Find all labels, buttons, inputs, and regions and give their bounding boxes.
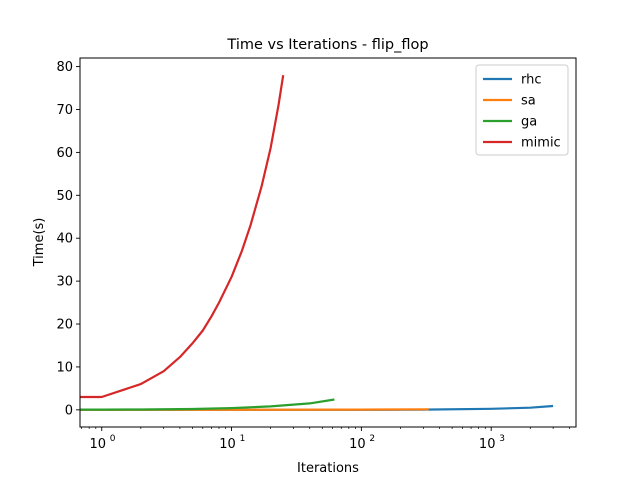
- x-tick-label: 10: [479, 437, 496, 452]
- legend-label-ga: ga: [521, 115, 537, 130]
- x-tick-exponent: 1: [240, 434, 246, 444]
- y-tick-label: 50: [56, 189, 73, 204]
- x-tick-label: 10: [349, 437, 366, 452]
- y-tick-label: 10: [56, 360, 73, 375]
- y-tick-label: 80: [56, 60, 73, 75]
- x-tick-exponent: 0: [110, 434, 116, 444]
- y-tick-label: 30: [56, 275, 73, 290]
- series-line-ga: [80, 398, 335, 411]
- y-axis-label: Time(s): [32, 218, 47, 268]
- chart-title: Time vs Iterations - flip_flop: [226, 37, 428, 53]
- legend: rhc sa ga mimic: [475, 64, 569, 156]
- y-tick-label: 20: [56, 318, 73, 333]
- x-tick-label: 10: [219, 437, 236, 452]
- x-tick-label: 10: [89, 437, 106, 452]
- y-tick-label: 0: [65, 403, 73, 418]
- y-tick-label: 60: [56, 146, 73, 161]
- series-line-mimic: [80, 75, 285, 399]
- y-tick-label: 40: [56, 232, 73, 247]
- x-axis-label: Iterations: [297, 461, 359, 476]
- plot-lines: [80, 75, 554, 411]
- plot-area-frame: [79, 57, 577, 428]
- legend-label-mimic: mimic: [521, 136, 561, 151]
- x-axis: 10 0 10 1 10 2 10 3: [81, 427, 570, 452]
- y-axis: 0 10 20 30 40 50 60 70 80: [56, 60, 80, 418]
- y-tick-label: 70: [56, 103, 73, 118]
- x-tick-exponent: 3: [499, 434, 505, 444]
- legend-box: [475, 64, 569, 156]
- x-tick-exponent: 2: [369, 434, 375, 444]
- legend-label-rhc: rhc: [521, 73, 542, 88]
- legend-label-sa: sa: [521, 94, 536, 109]
